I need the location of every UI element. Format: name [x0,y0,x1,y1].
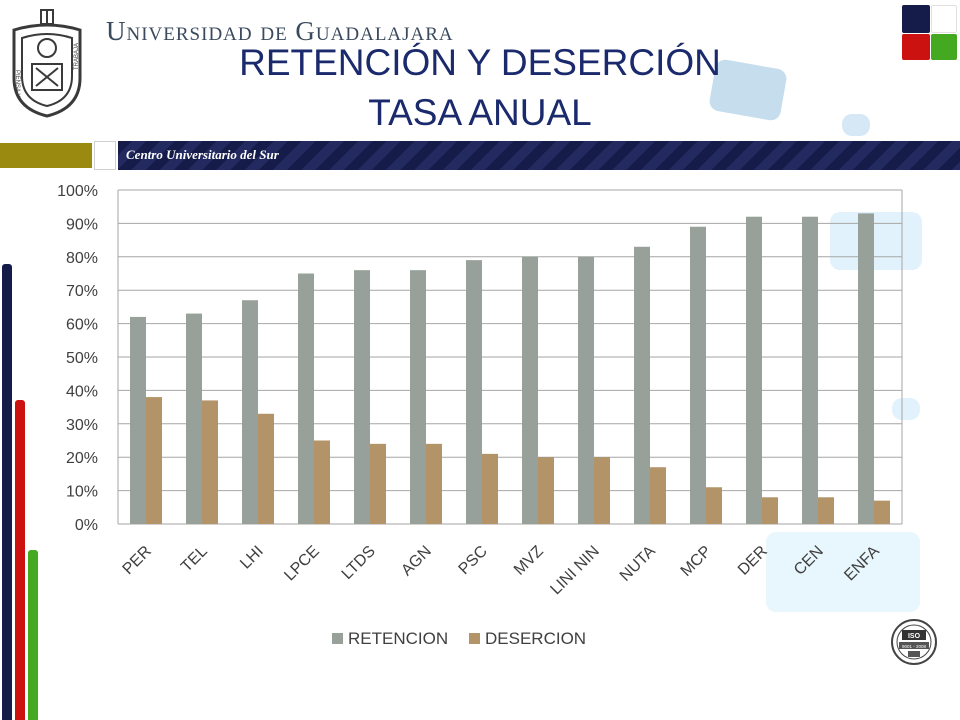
bar-desercion [370,443,386,524]
x-tick-label: AGN [398,543,435,580]
bar-retencion [522,256,538,524]
bar-desercion [258,413,274,524]
y-tick-label: 100% [57,183,98,200]
bar-desercion [594,457,610,524]
bar-chart: 0% 10% 20% 30% 40% 50% 60% 70% 80% 90% 100% PER TEL… [57,183,903,648]
university-name: Universidad de Guadalajara [106,16,454,46]
chart-bars [130,213,890,525]
logo-square-white [931,5,957,33]
legend-label: DESERCION [485,629,586,648]
banner-white-tab [94,141,116,170]
bar-desercion [146,397,162,524]
iso-seal-number: 9001 - 2008 [902,644,927,649]
y-tick-label: 50% [66,350,98,367]
x-tick-label: NUTA [617,543,659,585]
bar-retencion [802,216,818,524]
chart-y-tick-labels: 0% 10% 20% 30% 40% 50% 60% 70% 80% 90% 100% [57,183,98,534]
bar-retencion [858,213,874,524]
iso-seal-label: ISO [908,633,921,640]
bar-retencion [186,313,202,524]
left-bar-red [15,400,25,720]
university-crest-logo: PIENSA Y TRABAJA [12,9,82,118]
bar-retencion [690,226,706,525]
left-bar-green [28,550,38,720]
bar-retencion [354,270,370,524]
x-tick-label: TEL [178,543,211,576]
bar-desercion [818,497,834,524]
decorative-blob [892,398,920,420]
bar-retencion [130,316,146,524]
x-tick-label: CEN [791,543,827,579]
logo-square-red [902,34,930,60]
x-tick-label: PER [120,543,155,578]
y-tick-label: 40% [66,383,98,400]
page-title-line-1: RETENCIÓN Y DESERCIÓN [239,42,721,83]
left-bar-navy [2,264,12,720]
x-tick-label: ENFA [841,543,883,585]
y-tick-label: 80% [66,250,98,267]
bar-retencion [578,256,594,524]
bar-desercion [202,400,218,524]
x-tick-label: LINI NIN [547,543,602,598]
center-label: Centro Universitario del Sur [126,147,279,162]
y-tick-label: 60% [66,317,98,334]
x-tick-label: MVZ [511,543,547,579]
legend-swatch [332,633,343,644]
logo-square-green [931,34,957,60]
bar-retencion [746,216,762,524]
chart-x-tick-labels: PER TEL LHI LPCE LTDS AGN PSC MVZ LINI NIN NUTA MC… [120,543,884,599]
legend-label: RETENCION [348,629,448,648]
bar-retencion [410,270,426,524]
x-tick-label: LPCE [281,543,323,585]
decorative-blob [766,532,920,612]
x-tick-label: PSC [456,543,491,578]
chart-legend: RETENCION DESERCION [332,629,586,648]
page-title-line-2: TASA ANUAL [368,92,592,133]
bar-retencion [242,300,258,524]
banner-navy-strip [118,141,960,170]
y-tick-label: 10% [66,484,98,501]
banner-olive-strip [0,143,92,168]
legend-swatch [469,633,480,644]
y-tick-label: 90% [66,216,98,233]
bar-desercion [706,487,722,524]
x-tick-label: LTDS [339,543,379,583]
logo-square-navy [902,5,930,33]
bar-retencion [466,260,482,524]
crest-motto-left: PIENSA Y [14,70,20,97]
bar-desercion [426,443,442,524]
chart-gridlines [117,189,903,525]
bar-desercion [482,453,498,524]
bar-desercion [762,497,778,524]
y-tick-label: 70% [66,283,98,300]
bar-desercion [314,440,330,524]
y-tick-label: 0% [75,517,98,534]
decorative-blob [842,114,870,136]
x-tick-label: MCP [678,543,715,580]
x-tick-label: DER [735,543,771,579]
bar-desercion [538,457,554,524]
bar-desercion [874,500,890,524]
decorative-blob [830,212,922,270]
bar-retencion [298,273,314,524]
x-tick-label: LHI [237,543,267,573]
bar-retencion [634,246,650,524]
bar-desercion [650,467,666,524]
crest-motto-right: TRABAJA [74,43,80,70]
y-tick-label: 30% [66,417,98,434]
y-tick-label: 20% [66,450,98,467]
iso-seal-icon: ISO 9001 - 2008 [891,619,937,665]
